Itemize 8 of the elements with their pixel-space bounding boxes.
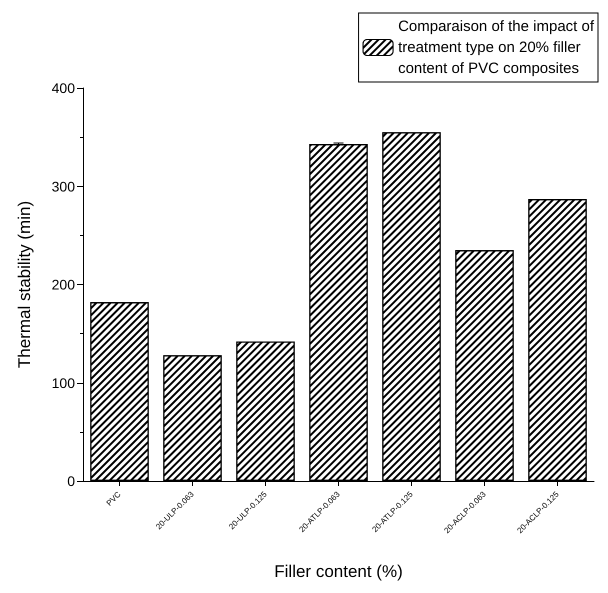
y-tick-label: 100 — [52, 374, 76, 391]
x-axis-title: Filler content (%) — [274, 562, 403, 581]
y-tick-label: 200 — [52, 276, 76, 292]
y-tick-label: 300 — [52, 178, 76, 194]
y-tick-label: 400 — [52, 80, 76, 96]
y-tick-label: 0 — [67, 473, 76, 489]
legend-label: Comparaison of the impact of treatment type on 20% filler content of PVC composites — [398, 18, 595, 77]
y-axis-title: Thermal stability (min) — [15, 200, 34, 368]
